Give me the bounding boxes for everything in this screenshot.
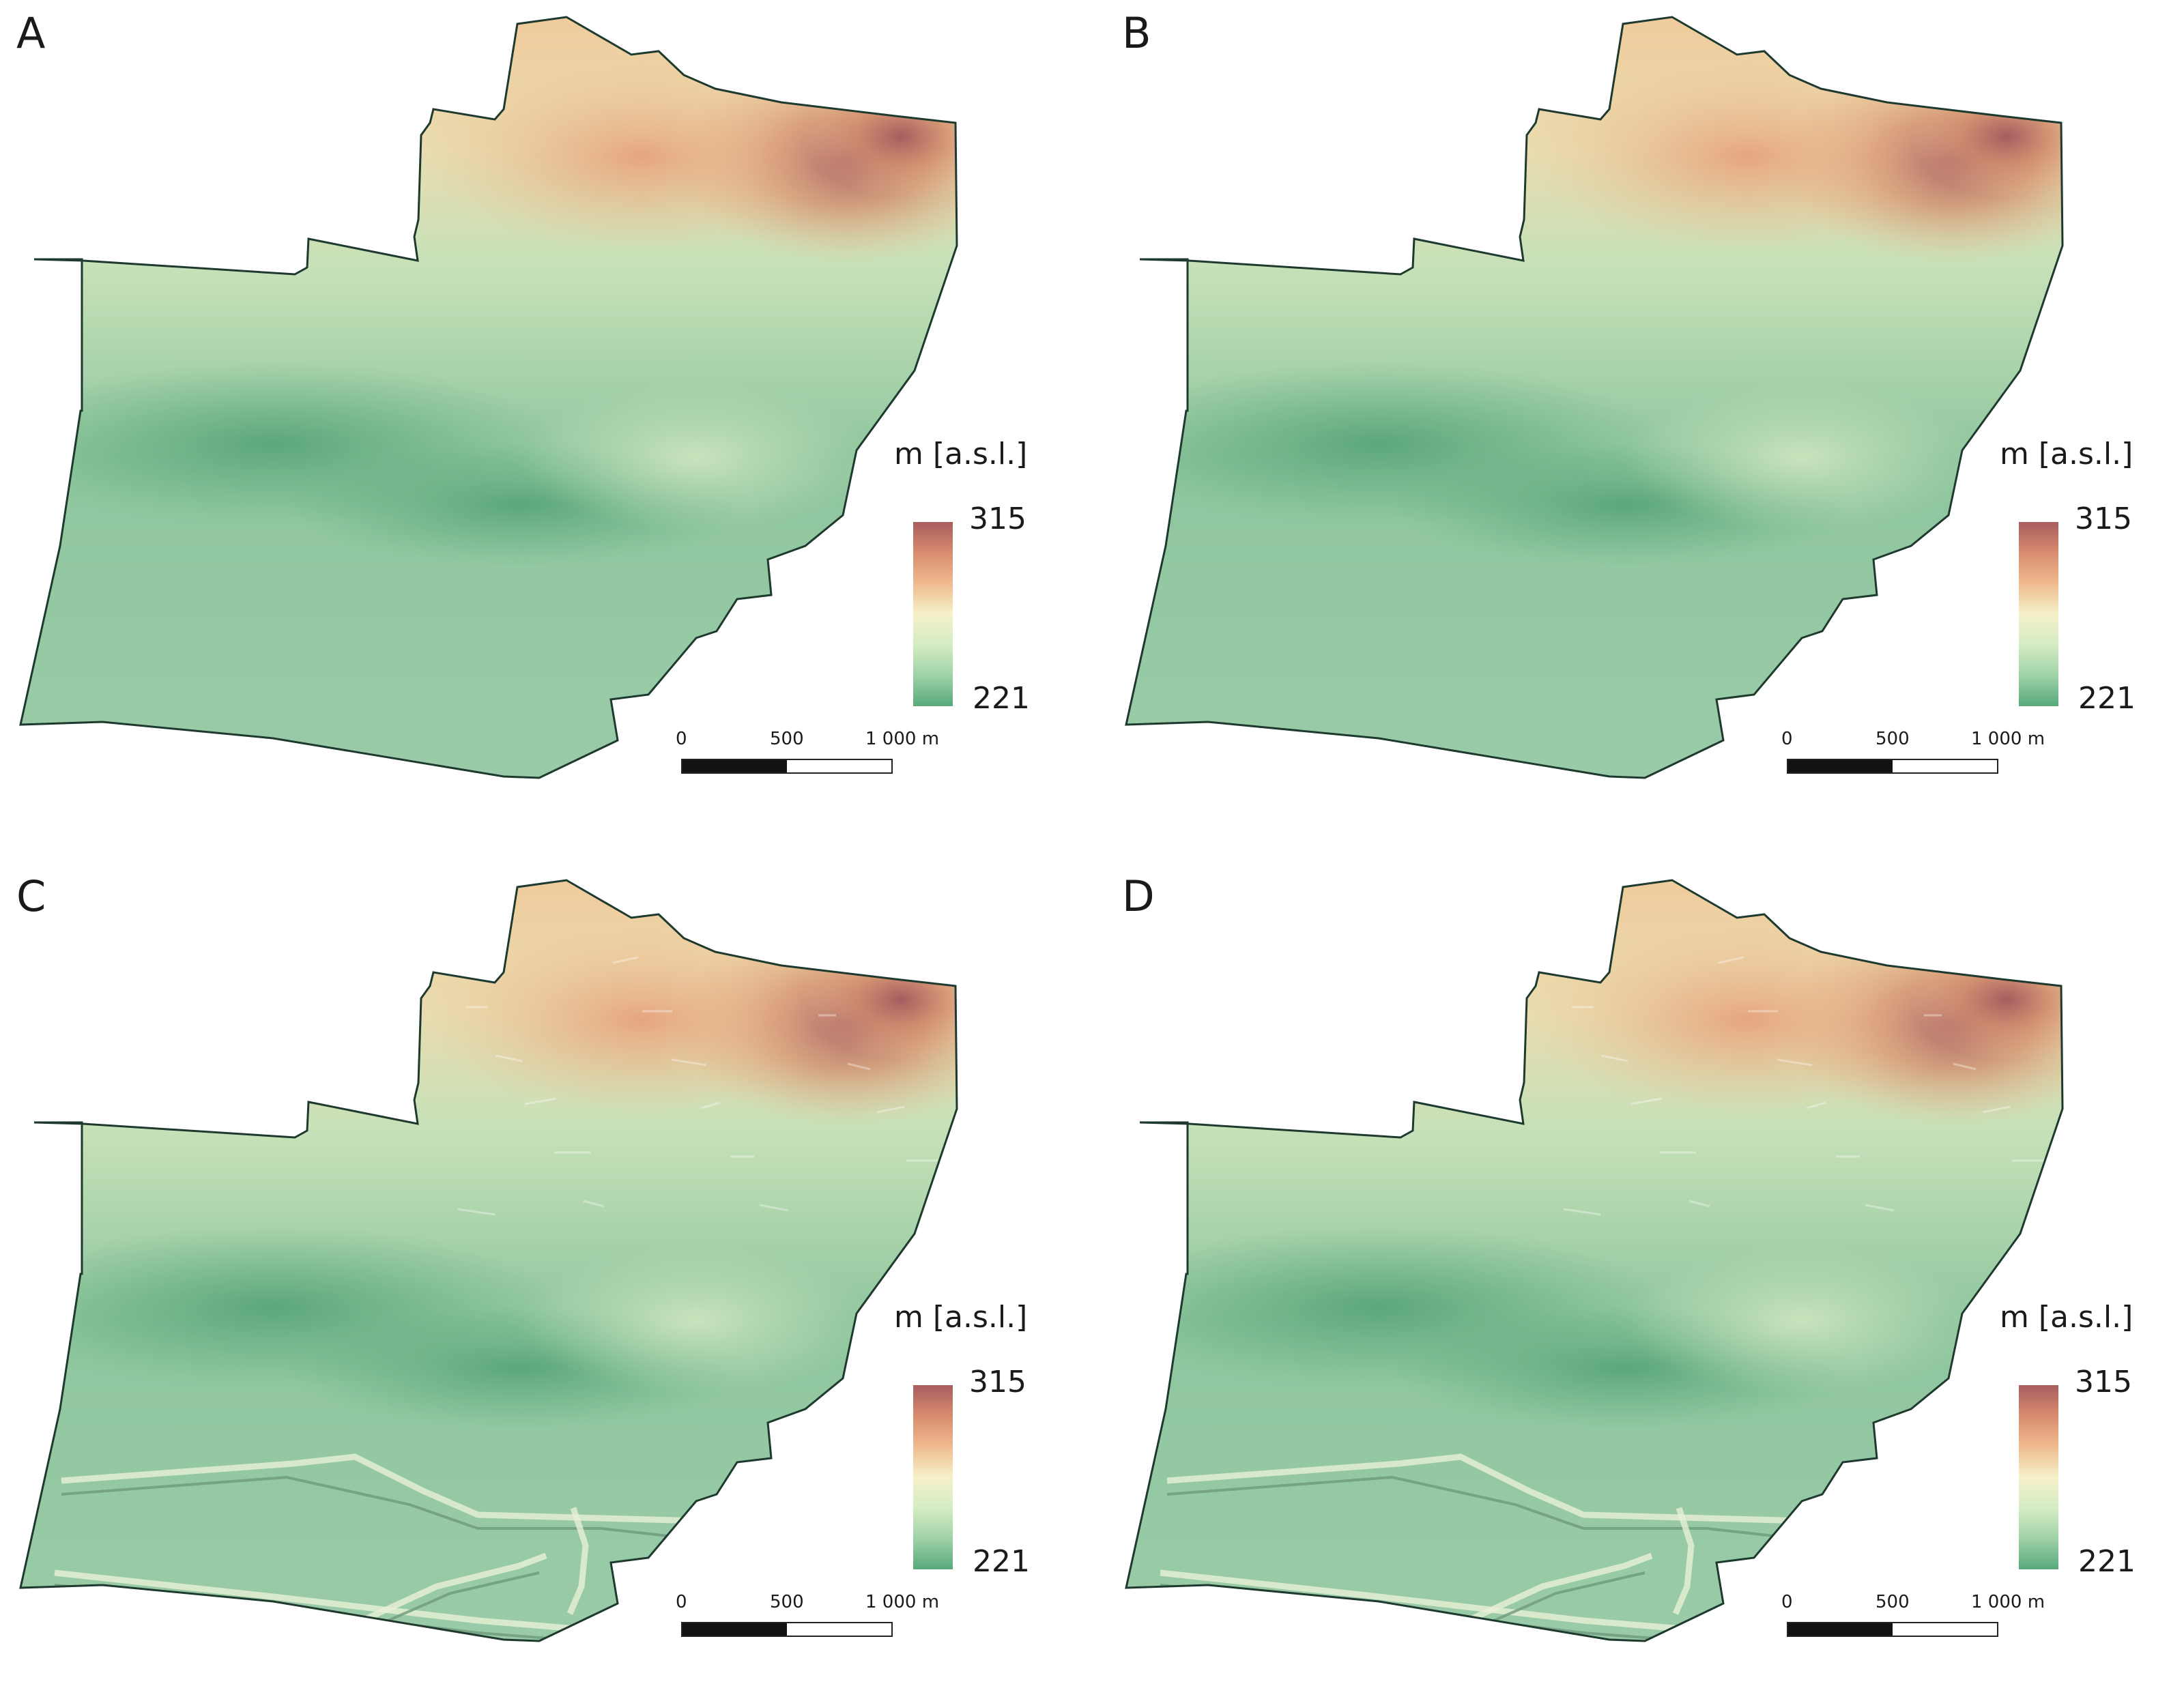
legend-title: m [a.s.l.] — [2000, 437, 2133, 471]
infrastructure-line — [1398, 1571, 1646, 1641]
legend-min-value: 221 — [2078, 1544, 2136, 1579]
relief-texture — [847, 1062, 871, 1071]
scalebar-label-1000: 1 000 m — [1971, 1592, 2045, 1612]
scalebar-label-0: 0 — [1781, 1592, 1793, 1612]
relief-texture — [1777, 1058, 1813, 1066]
relief-texture — [1563, 1208, 1601, 1216]
study-area-boundary — [1125, 879, 2064, 1642]
map-panel-c: C m [a.s.l.] 315 221 0 500 1 000 m — [0, 863, 1092, 1699]
legend-color-ramp — [913, 1385, 953, 1569]
relief-texture — [583, 1200, 605, 1208]
scalebar-label-0: 0 — [676, 729, 687, 749]
relief-texture — [1630, 1097, 1663, 1105]
relief-texture — [671, 1058, 707, 1066]
relief-texture — [1865, 1204, 1895, 1212]
infrastructure-line — [566, 1507, 589, 1615]
relief-texture — [1542, 952, 1560, 960]
relief-texture — [1689, 1200, 1710, 1208]
infrastructure-line — [1166, 1475, 1891, 1550]
infrastructure-line — [293, 1571, 540, 1641]
scalebar — [681, 1622, 893, 1637]
map-panel-b: B m [a.s.l.] 315 221 0 500 1 000 m — [1106, 0, 2184, 836]
study-area-boundary — [19, 16, 958, 779]
relief-texture — [1953, 1062, 1977, 1071]
relief-texture — [1718, 956, 1744, 964]
scalebar-label-0: 0 — [676, 1592, 687, 1612]
infrastructure-lines — [54, 952, 938, 1641]
legend-title: m [a.s.l.] — [894, 1300, 1028, 1335]
panel-label: C — [16, 871, 46, 921]
legend-color-ramp — [913, 522, 953, 706]
relief-texture — [1600, 1054, 1628, 1062]
relief-texture — [1982, 1105, 2011, 1114]
panel-label: A — [16, 8, 46, 58]
relief-texture — [457, 1208, 495, 1216]
legend-max-value: 315 — [969, 502, 1026, 536]
relief-texture — [700, 1101, 721, 1109]
scalebar — [1787, 759, 1998, 774]
legend-color-ramp — [2019, 522, 2058, 706]
legend-color-ramp — [2019, 1385, 2058, 1569]
scalebar-label-1000: 1 000 m — [865, 1592, 940, 1612]
relief-texture — [436, 952, 455, 960]
relief-texture — [1806, 1101, 1826, 1109]
relief-texture — [495, 1054, 523, 1062]
panel-label: D — [1122, 871, 1155, 921]
legend-title: m [a.s.l.] — [894, 437, 1028, 471]
legend-max-value: 315 — [2075, 502, 2132, 536]
elevation-map — [1125, 16, 2064, 779]
scalebar — [1787, 1622, 1998, 1637]
legend-title: m [a.s.l.] — [2000, 1300, 2133, 1335]
elevation-map — [19, 879, 958, 1642]
relief-texture — [876, 1105, 905, 1114]
relief-texture — [759, 1204, 789, 1212]
elevation-map — [19, 16, 958, 779]
legend-min-value: 221 — [973, 681, 1030, 716]
infrastructure-line — [61, 1475, 786, 1550]
study-area-boundary — [19, 879, 958, 1642]
legend-min-value: 221 — [2078, 681, 2136, 716]
scalebar-label-500: 500 — [1876, 729, 1910, 749]
relief-texture — [524, 1097, 557, 1105]
scalebar-label-1000: 1 000 m — [865, 729, 940, 749]
study-area-boundary — [1125, 16, 2064, 779]
map-panel-a: A m [a.s.l.] 315 221 0 500 1 000 m — [0, 0, 1092, 836]
infrastructure-line — [1672, 1507, 1695, 1615]
scalebar — [681, 759, 893, 774]
scalebar-label-500: 500 — [1876, 1592, 1910, 1612]
panel-label: B — [1122, 8, 1151, 58]
map-panel-d: D m [a.s.l.] 315 221 0 500 1 000 m — [1106, 863, 2184, 1699]
elevation-map — [1125, 879, 2064, 1642]
legend-max-value: 315 — [969, 1365, 1026, 1399]
scalebar-label-0: 0 — [1781, 729, 1793, 749]
legend-min-value: 221 — [973, 1544, 1030, 1579]
relief-texture — [612, 956, 639, 964]
scalebar-label-500: 500 — [770, 1592, 804, 1612]
scalebar-label-1000: 1 000 m — [1971, 729, 2045, 749]
legend-max-value: 315 — [2075, 1365, 2132, 1399]
scalebar-label-500: 500 — [770, 729, 804, 749]
